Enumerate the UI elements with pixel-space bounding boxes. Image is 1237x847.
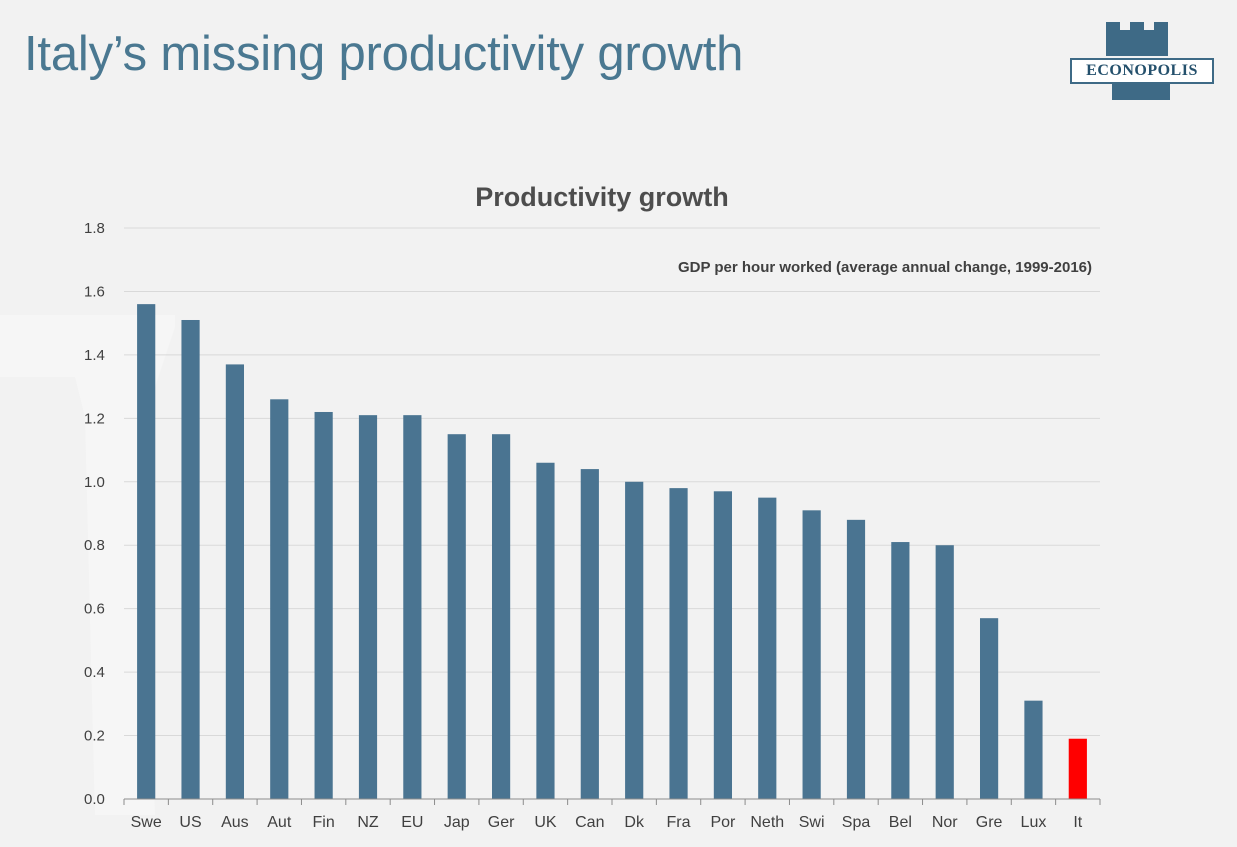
bar-spa [846, 519, 866, 799]
y-tick-label: 0.8 [84, 537, 105, 554]
logo-wordmark: ECONOPOLIS [1070, 58, 1214, 84]
x-tick-label: Spa [842, 814, 871, 831]
x-tick-label: Bel [889, 814, 912, 831]
bar-bel [891, 542, 910, 799]
x-tick-label: EU [401, 814, 423, 831]
x-tick-label: Gre [976, 814, 1003, 831]
bar-neth [758, 497, 777, 799]
chart-title: Productivity growth [475, 182, 729, 212]
x-tick-label: Can [575, 814, 604, 831]
x-tick-label: Por [710, 814, 736, 831]
x-tick-label: NZ [357, 814, 379, 831]
bar-us [181, 319, 200, 799]
bar-uk [536, 462, 555, 799]
y-tick-label: 1.0 [84, 474, 105, 491]
bar-fra [669, 488, 688, 799]
y-tick-label: 0.6 [84, 601, 105, 618]
slide-title: Italy’s missing productivity growth [24, 27, 744, 81]
x-tick-label: Jap [444, 814, 470, 831]
y-tick-label: 1.8 [84, 220, 105, 237]
bar-can [580, 469, 599, 799]
x-tick-label: Swi [799, 814, 825, 831]
x-tick-label: Neth [750, 814, 784, 831]
x-tick-label: Swe [131, 814, 162, 831]
bar-dk [625, 481, 644, 799]
bar-fin [314, 411, 333, 799]
bar-por [713, 491, 733, 799]
bar-lux [1024, 700, 1043, 799]
x-tick-label: It [1073, 814, 1082, 831]
x-tick-label: Aus [221, 814, 249, 831]
bar-nz [358, 415, 378, 799]
y-tick-label: 0.4 [84, 664, 105, 681]
bar-gre [979, 618, 999, 799]
bar-it [1068, 738, 1087, 799]
y-axis: 0.0 0.2 0.4 0.6 0.8 1.0 1.2 1.4 1.6 1.8 [84, 220, 105, 808]
x-tick-label: Fin [313, 814, 335, 831]
x-tick-label: Nor [932, 814, 958, 831]
y-tick-label: 1.2 [84, 410, 105, 427]
bar-eu [403, 415, 422, 799]
bar-ger [491, 434, 511, 799]
y-tick-label: 0.2 [84, 728, 105, 745]
y-tick-label: 1.6 [84, 283, 105, 300]
tower-icon [1106, 22, 1170, 100]
x-tick-label: US [179, 814, 201, 831]
x-tick-label: Fra [667, 814, 691, 831]
x-tick-label: Ger [488, 814, 515, 831]
background-watermark [0, 315, 175, 815]
bars [137, 304, 1087, 799]
x-tick-label: Lux [1021, 814, 1047, 831]
y-tick-label: 0.0 [84, 791, 105, 808]
x-tick-label: Aut [267, 814, 292, 831]
bar-aut [270, 399, 289, 799]
x-axis: Swe US Aus Aut Fin NZ EU Jap Ger UK Can Dk Fra Por Net… [123, 798, 1101, 831]
x-tick-label: UK [534, 814, 557, 831]
bar-jap [447, 434, 466, 799]
bar-nor [935, 545, 954, 799]
bar-aus [225, 364, 245, 799]
bar-swe [137, 304, 156, 799]
chart-subtitle: GDP per hour worked (average annual chan… [678, 259, 1092, 276]
x-tick-label: Dk [624, 814, 645, 831]
y-tick-label: 1.4 [84, 347, 105, 364]
bar-swi [802, 510, 821, 799]
